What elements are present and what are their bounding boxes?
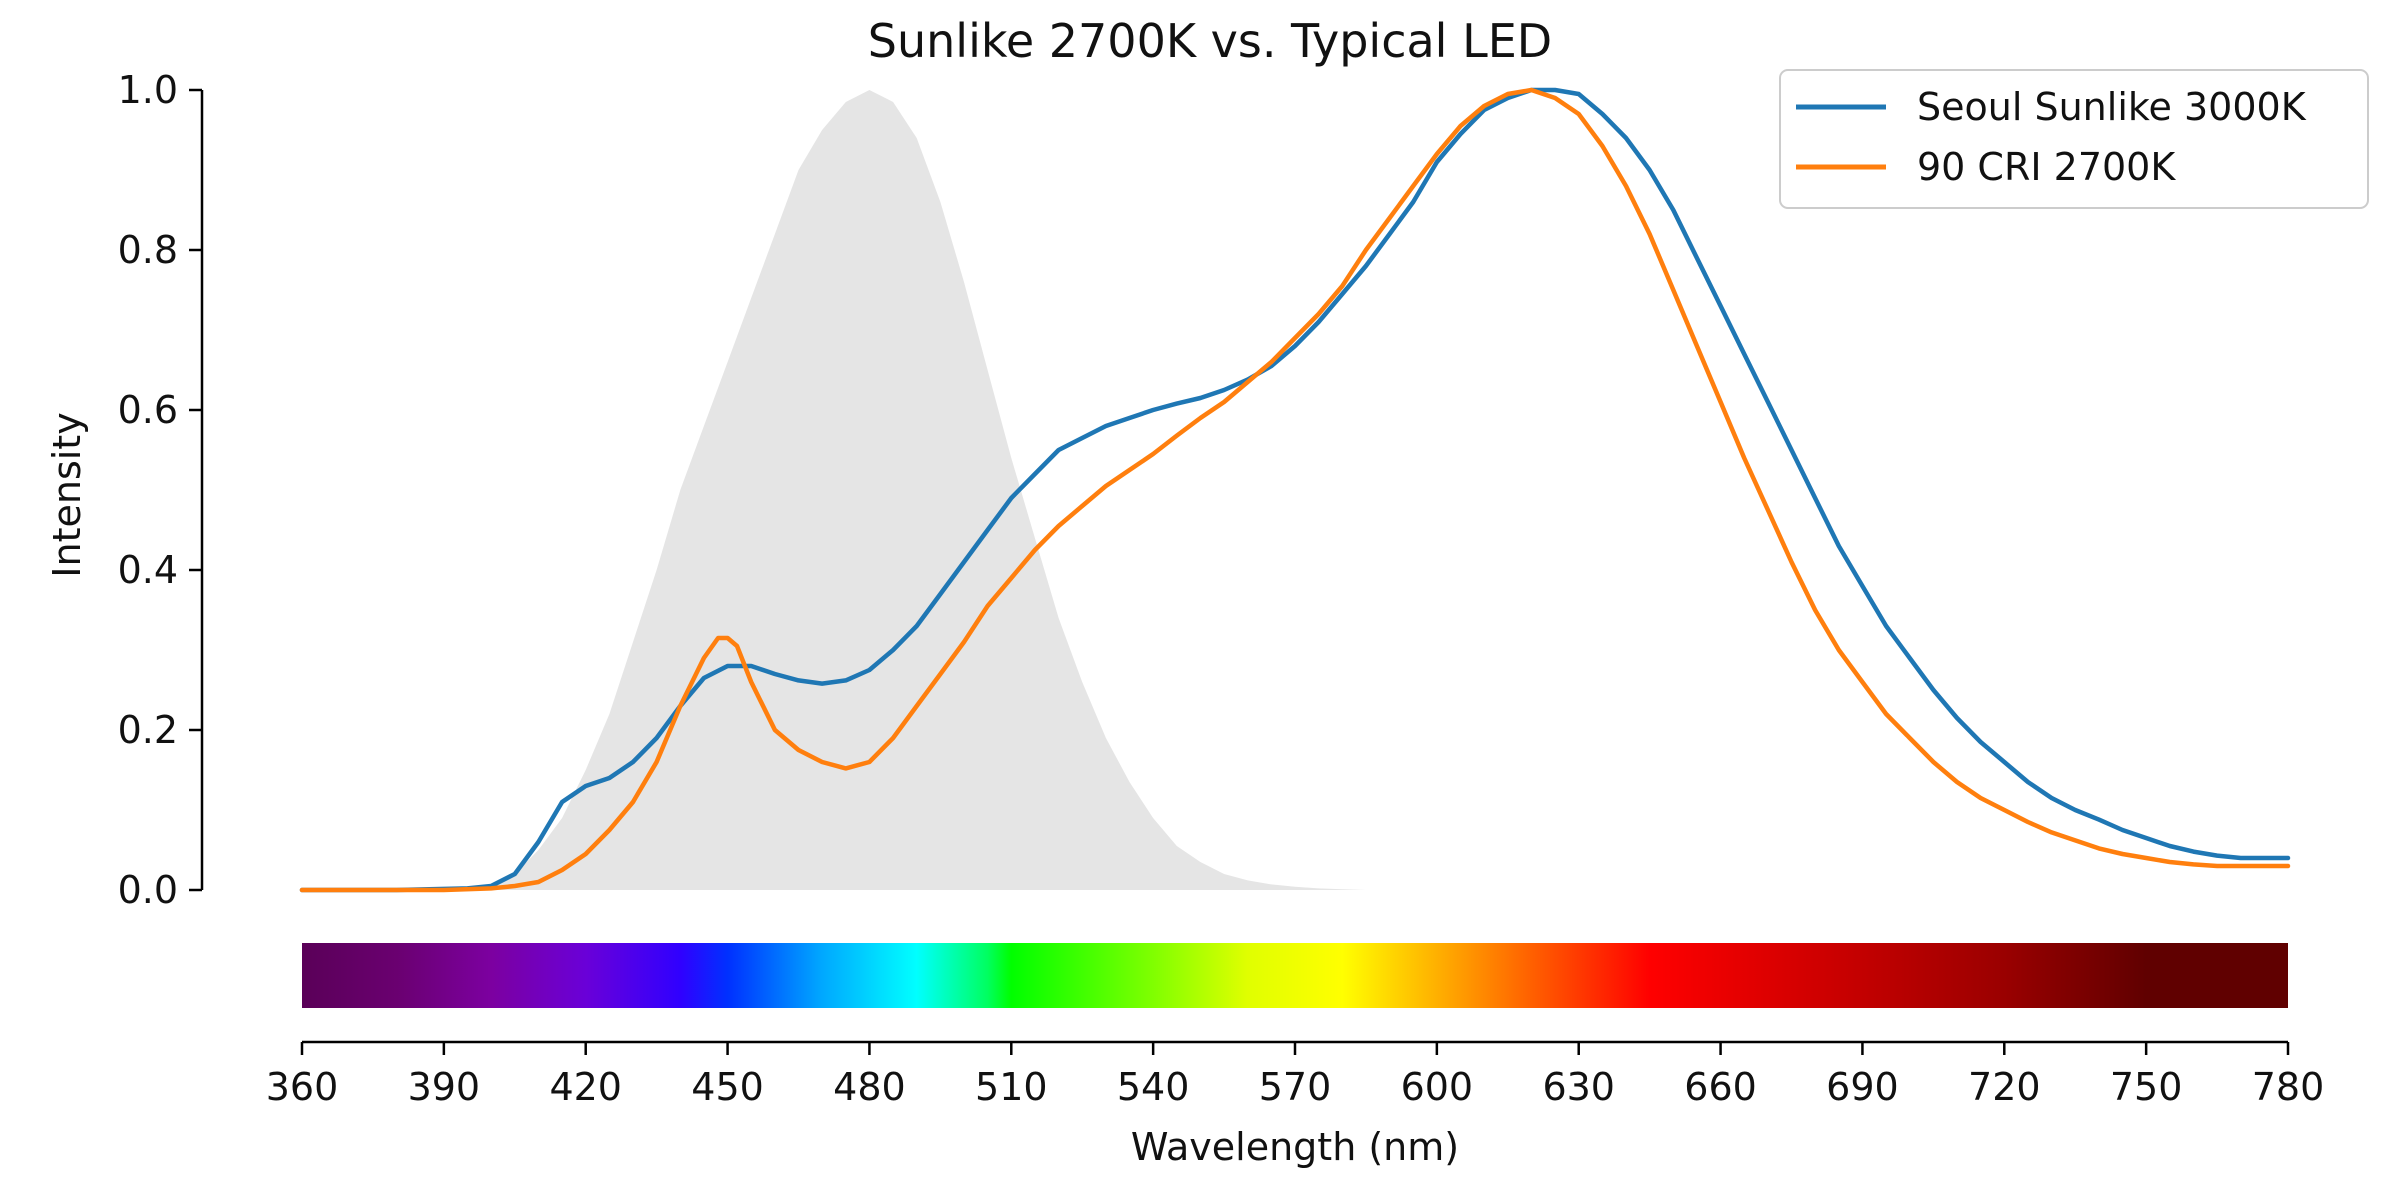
- x-tick-label: 570: [1259, 1065, 1332, 1109]
- x-tick-label: 690: [1826, 1065, 1899, 1109]
- legend: Seoul Sunlike 3000K 90 CRI 2700K: [1779, 69, 2369, 209]
- spectrum-color-bar: [302, 943, 2288, 1008]
- series-line-1: [299, 87, 2291, 893]
- y-ticks: 0.0 0.2 0.4 0.6 0.8 1.0: [118, 68, 202, 912]
- x-tick-label: 780: [2252, 1065, 2325, 1109]
- x-tick-label: 360: [266, 1065, 339, 1109]
- x-tick-label: 450: [691, 1065, 764, 1109]
- x-tick-label: 630: [1542, 1065, 1615, 1109]
- x-tick-label: 480: [833, 1065, 906, 1109]
- x-tick-label: 420: [549, 1065, 622, 1109]
- x-ticks: 360 390 420 450 480 510 540 570 600 630 660 690 720 7…: [266, 1042, 2325, 1109]
- y-tick-label: 0.4: [118, 548, 178, 592]
- reference-curve-area: [302, 90, 2288, 890]
- legend-label-cri: 90 CRI 2700K: [1917, 145, 2176, 189]
- x-tick-label: 600: [1401, 1065, 1474, 1109]
- x-tick-label: 720: [1968, 1065, 2041, 1109]
- x-tick-label: 390: [408, 1065, 481, 1109]
- chart-title: Sunlike 2700K vs. Typical LED: [868, 14, 1552, 68]
- series-layer: [299, 87, 2291, 893]
- legend-label-sunlike: Seoul Sunlike 3000K: [1917, 85, 2307, 129]
- y-tick-label: 0.6: [118, 388, 178, 432]
- series-line-0: [299, 87, 2291, 893]
- y-tick-label: 0.0: [118, 868, 178, 912]
- x-tick-label: 750: [2110, 1065, 2183, 1109]
- x-tick-label: 540: [1117, 1065, 1190, 1109]
- x-tick-label: 510: [975, 1065, 1048, 1109]
- y-tick-label: 0.2: [118, 708, 178, 752]
- legend-box: [1779, 69, 2369, 209]
- y-tick-label: 0.8: [118, 228, 178, 272]
- y-tick-label: 1.0: [118, 68, 178, 112]
- reference-curve-layer: [302, 90, 2288, 890]
- x-axis-label: Wavelength (nm): [1131, 1125, 1459, 1169]
- x-tick-label: 660: [1684, 1065, 1757, 1109]
- y-axis-label: Intensity: [45, 412, 89, 577]
